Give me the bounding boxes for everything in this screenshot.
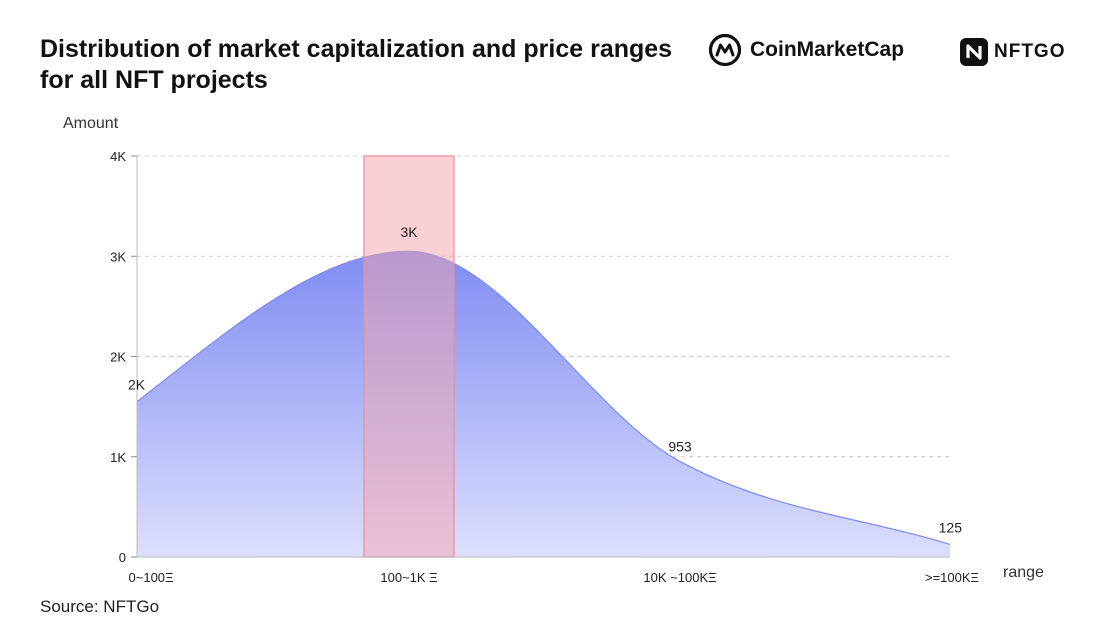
x-tick-label: 10K ~100KΞ [643, 570, 716, 585]
coinmarketcap-wordmark: CoinMarketCap [750, 38, 905, 61]
coinmarketcap-logo: CoinMarketCap [708, 31, 904, 69]
y-tick-label: 4K [110, 149, 126, 164]
y-tick-label: 2K [110, 350, 126, 365]
highlight-band [363, 155, 455, 558]
nftgo-wordmark: NFTGO [994, 41, 1066, 62]
series-line [136, 250, 951, 546]
series-area [137, 251, 950, 558]
nftgo-icon [960, 38, 988, 66]
y-tick-label: 0 [119, 550, 126, 565]
y-tick-label: 3K [110, 249, 126, 264]
data-label: 953 [668, 438, 692, 454]
x-tick-label: >=100KΞ [925, 570, 979, 585]
x-tick-label: 0~100Ξ [129, 570, 174, 585]
data-label: 3K [400, 224, 418, 240]
nftgo-logo: NFTGO [960, 37, 1066, 67]
coinmarketcap-icon [708, 33, 742, 67]
chart-title: Distribution of market capitalization an… [40, 35, 673, 94]
source-note: Source: NFTGo [40, 597, 160, 616]
x-tick-label: 100~1K Ξ [380, 570, 437, 585]
data-label: 125 [939, 519, 963, 535]
y-axis-title: Amount [63, 115, 119, 132]
y-tick-label: 1K [110, 450, 126, 465]
data-label: 2K [128, 377, 146, 393]
x-axis-title: range [1003, 564, 1044, 581]
